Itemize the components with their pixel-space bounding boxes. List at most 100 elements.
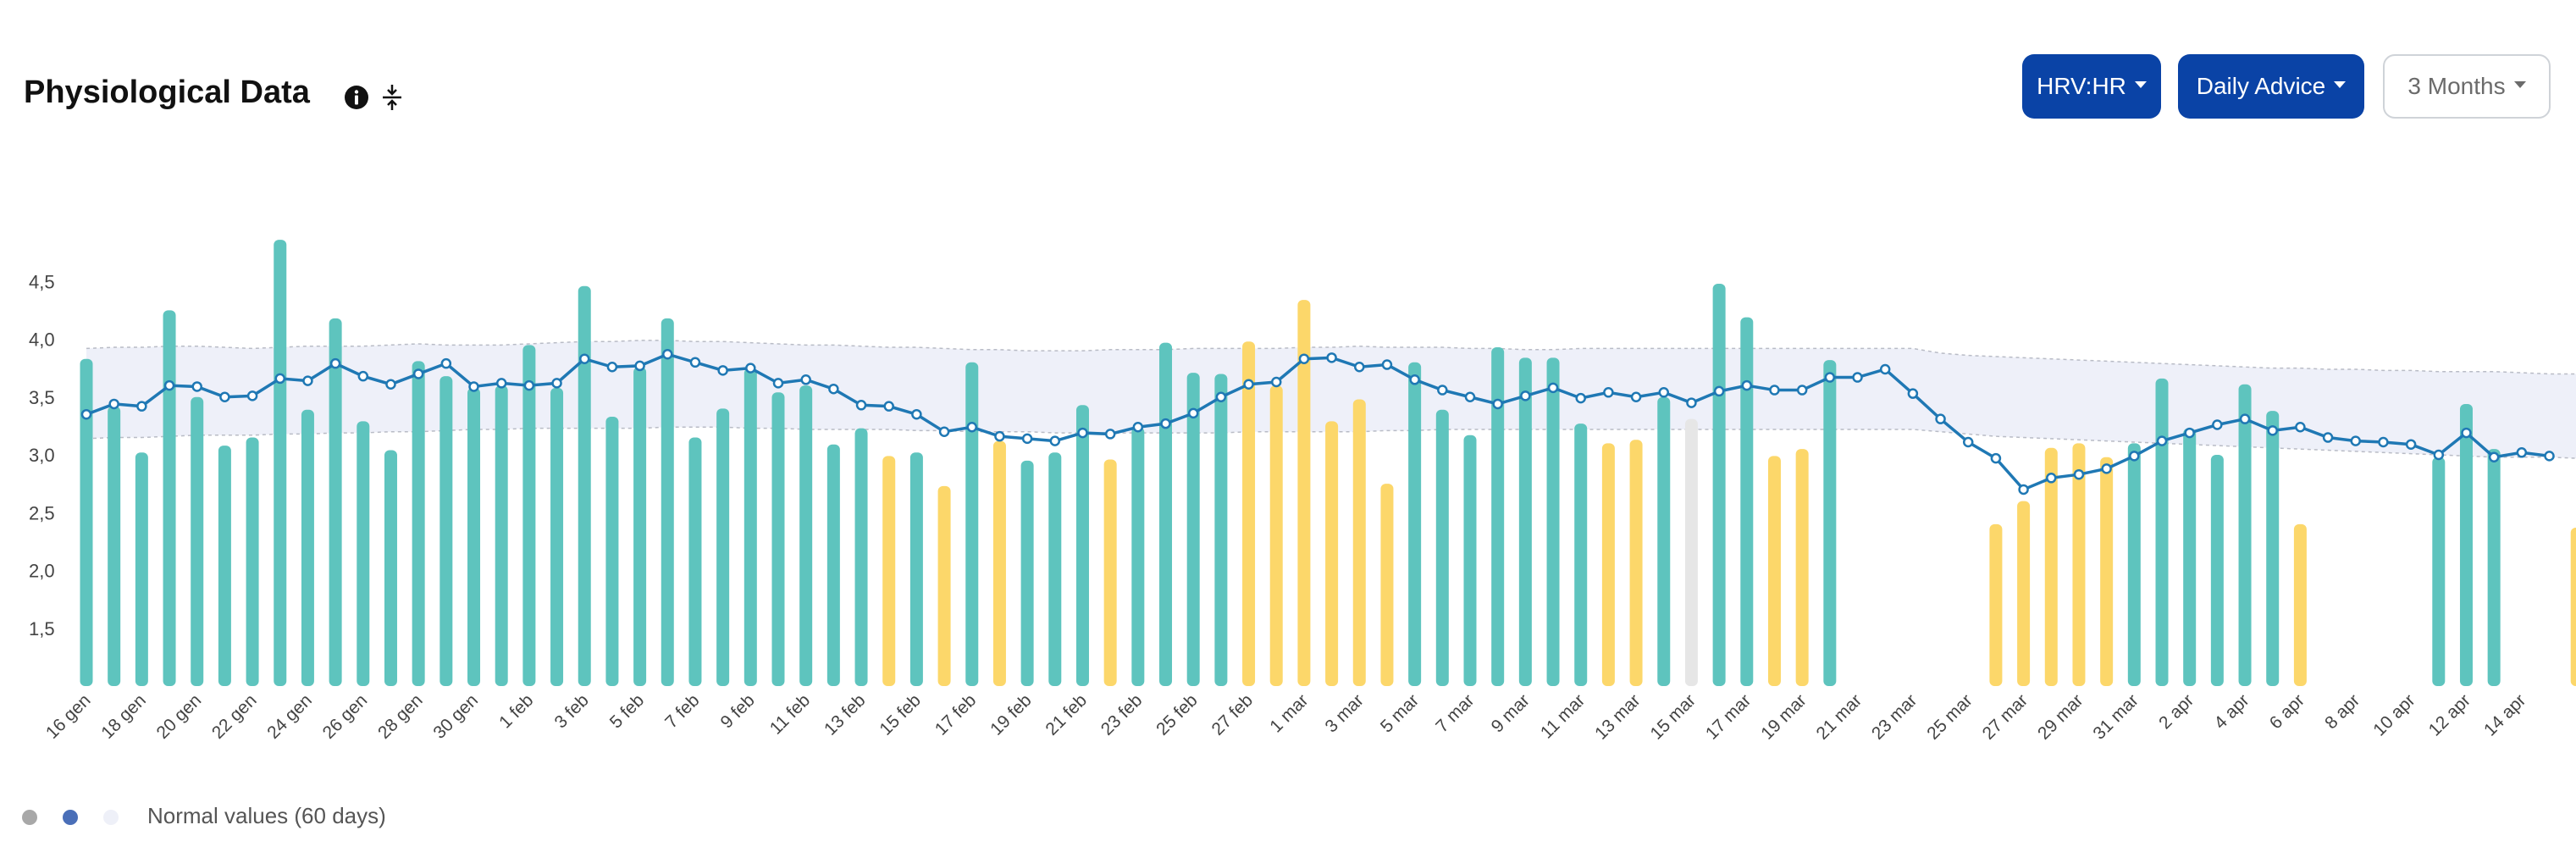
bar[interactable] (1408, 362, 1422, 686)
line-point[interactable] (1492, 398, 1503, 410)
bar[interactable] (688, 437, 702, 686)
bar[interactable] (274, 240, 287, 686)
bar[interactable] (1048, 452, 1062, 686)
bar[interactable] (1380, 484, 1394, 686)
line-point[interactable] (966, 421, 978, 433)
bar[interactable] (2100, 457, 2114, 686)
line-point[interactable] (1409, 374, 1420, 385)
line-point[interactable] (357, 370, 369, 382)
line-point[interactable] (1852, 372, 1863, 383)
bar[interactable] (1103, 459, 1117, 686)
bar[interactable] (2155, 378, 2169, 686)
line-point[interactable] (246, 390, 258, 401)
bar[interactable] (1629, 440, 1643, 686)
bar[interactable] (909, 452, 923, 686)
line-point[interactable] (2461, 427, 2472, 439)
bar[interactable] (1269, 385, 1283, 686)
line-point[interactable] (1049, 435, 1061, 446)
line-point[interactable] (1547, 382, 1559, 394)
line-point[interactable] (108, 398, 119, 410)
line-point[interactable] (828, 383, 839, 395)
line-point[interactable] (2433, 449, 2445, 461)
bar[interactable] (633, 367, 647, 686)
line-point[interactable] (689, 357, 701, 368)
bar[interactable] (1767, 456, 1781, 686)
bar[interactable] (1020, 460, 1034, 686)
bar[interactable] (1186, 373, 1200, 686)
line-point[interactable] (495, 378, 507, 389)
line-point[interactable] (523, 379, 535, 391)
bar[interactable] (2017, 501, 2031, 686)
bar[interactable] (2266, 411, 2280, 686)
line-point[interactable] (2073, 468, 2085, 480)
line-point[interactable] (219, 391, 230, 402)
line-point[interactable] (2046, 473, 2057, 484)
bar[interactable] (1795, 449, 1809, 686)
line-point[interactable] (2267, 425, 2278, 436)
bar[interactable] (1657, 396, 1671, 686)
bar[interactable] (2459, 403, 2473, 686)
line-point[interactable] (1132, 421, 1144, 433)
bar[interactable] (1491, 347, 1505, 686)
bar[interactable] (1159, 342, 1173, 686)
line-point[interactable] (2239, 413, 2251, 424)
line-point[interactable] (1603, 387, 1614, 398)
line-point[interactable] (634, 360, 645, 372)
line-point[interactable] (1215, 391, 1227, 402)
metric-dropdown-button[interactable]: HRV:HR (2022, 54, 2161, 119)
line-point[interactable] (1824, 372, 1836, 383)
line-point[interactable] (2516, 447, 2528, 458)
line-point[interactable] (1658, 387, 1670, 398)
line-point[interactable] (2129, 451, 2140, 462)
line-point[interactable] (2544, 451, 2555, 462)
bar[interactable] (522, 345, 536, 686)
bar[interactable] (108, 406, 121, 686)
line-point[interactable] (329, 357, 341, 369)
bar[interactable] (1574, 424, 1588, 686)
legend-dot-gray[interactable] (22, 810, 37, 825)
bar[interactable] (1823, 360, 1837, 686)
bar[interactable] (1546, 357, 1560, 686)
bar[interactable] (716, 408, 730, 686)
bar[interactable] (2487, 449, 2501, 686)
line-point[interactable] (1464, 391, 1476, 402)
line-point[interactable] (883, 401, 894, 412)
line-point[interactable] (2156, 435, 2168, 446)
bar[interactable] (2127, 443, 2141, 686)
bar[interactable] (744, 368, 757, 686)
bar[interactable] (1740, 317, 1754, 686)
line-point[interactable] (717, 365, 728, 376)
bar[interactable] (1601, 443, 1615, 686)
line-point[interactable] (1160, 418, 1171, 429)
bar[interactable] (218, 446, 231, 686)
line-point[interactable] (1326, 352, 1337, 363)
legend-dot-band[interactable] (103, 810, 119, 825)
line-point[interactable] (1575, 392, 1586, 404)
line-point[interactable] (2378, 436, 2389, 448)
bar[interactable] (771, 392, 785, 686)
collapse-icon[interactable] (379, 83, 405, 112)
line-point[interactable] (1935, 413, 1946, 424)
line-point[interactable] (578, 353, 590, 364)
bar[interactable] (661, 318, 674, 686)
line-point[interactable] (385, 379, 396, 390)
bar[interactable] (1684, 418, 1698, 686)
line-point[interactable] (1270, 376, 1282, 388)
line-point[interactable] (994, 430, 1005, 442)
bar[interactable] (799, 385, 813, 686)
bar[interactable] (191, 396, 204, 686)
bar[interactable] (467, 387, 481, 686)
line-point[interactable] (1630, 391, 1642, 402)
line-point[interactable] (1354, 362, 1365, 373)
line-point[interactable] (772, 378, 784, 389)
line-point[interactable] (1298, 353, 1310, 364)
bar[interactable] (965, 362, 979, 686)
bar[interactable] (550, 387, 564, 686)
bar[interactable] (1297, 300, 1311, 686)
bar[interactable] (578, 285, 591, 686)
bar[interactable] (329, 318, 342, 686)
bar[interactable] (2210, 455, 2224, 686)
bar[interactable] (1325, 421, 1339, 686)
line-point[interactable] (1686, 397, 1697, 408)
line-point[interactable] (163, 379, 175, 391)
